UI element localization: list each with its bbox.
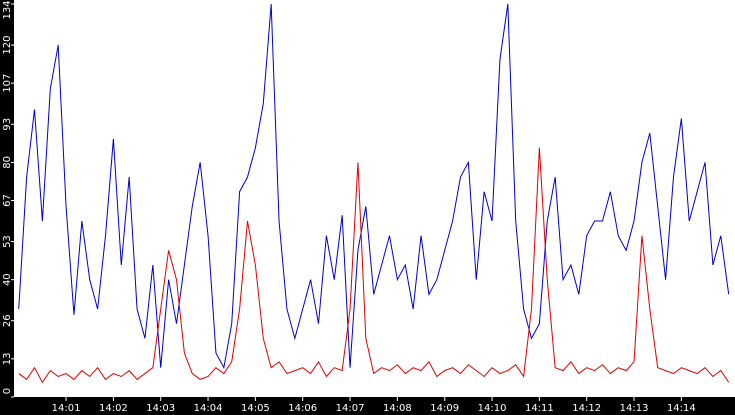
x-tick-label: 14:11 bbox=[525, 403, 554, 414]
y-tick-label: 93 bbox=[2, 118, 13, 131]
y-tick-label: 26 bbox=[2, 314, 13, 327]
x-axis-strip bbox=[0, 397, 735, 415]
x-tick-label: 14:13 bbox=[620, 403, 649, 414]
x-tick-label: 14:12 bbox=[572, 403, 601, 414]
y-axis-strip bbox=[0, 0, 14, 415]
series-line bbox=[18, 147, 730, 384]
y-tick-label: 40 bbox=[2, 273, 13, 286]
x-tick-label: 14:05 bbox=[241, 403, 270, 414]
y-tick-label: 107 bbox=[2, 74, 13, 93]
x-tick-label: 14:14 bbox=[667, 403, 696, 414]
x-tick-label: 14:09 bbox=[430, 403, 459, 414]
y-tick-label: 80 bbox=[2, 156, 13, 169]
x-tick-label: 14:01 bbox=[52, 403, 81, 414]
x-tick-label: 14:08 bbox=[383, 403, 412, 414]
x-tick-label: 14:03 bbox=[146, 403, 175, 414]
y-tick-label: 0 bbox=[2, 388, 13, 394]
series-line bbox=[18, 3, 730, 370]
x-tick-label: 14:06 bbox=[288, 403, 317, 414]
x-tick-label: 14:04 bbox=[194, 403, 223, 414]
y-tick-label: 134 bbox=[2, 0, 13, 19]
x-tick-label: 14:02 bbox=[99, 403, 128, 414]
x-tick-label: 14:10 bbox=[478, 403, 507, 414]
y-tick-label: 120 bbox=[2, 36, 13, 55]
y-tick-label: 53 bbox=[2, 235, 13, 248]
x-tick-label: 14:07 bbox=[336, 403, 365, 414]
y-tick-label: 13 bbox=[2, 353, 13, 366]
y-tick-label: 67 bbox=[2, 194, 13, 207]
